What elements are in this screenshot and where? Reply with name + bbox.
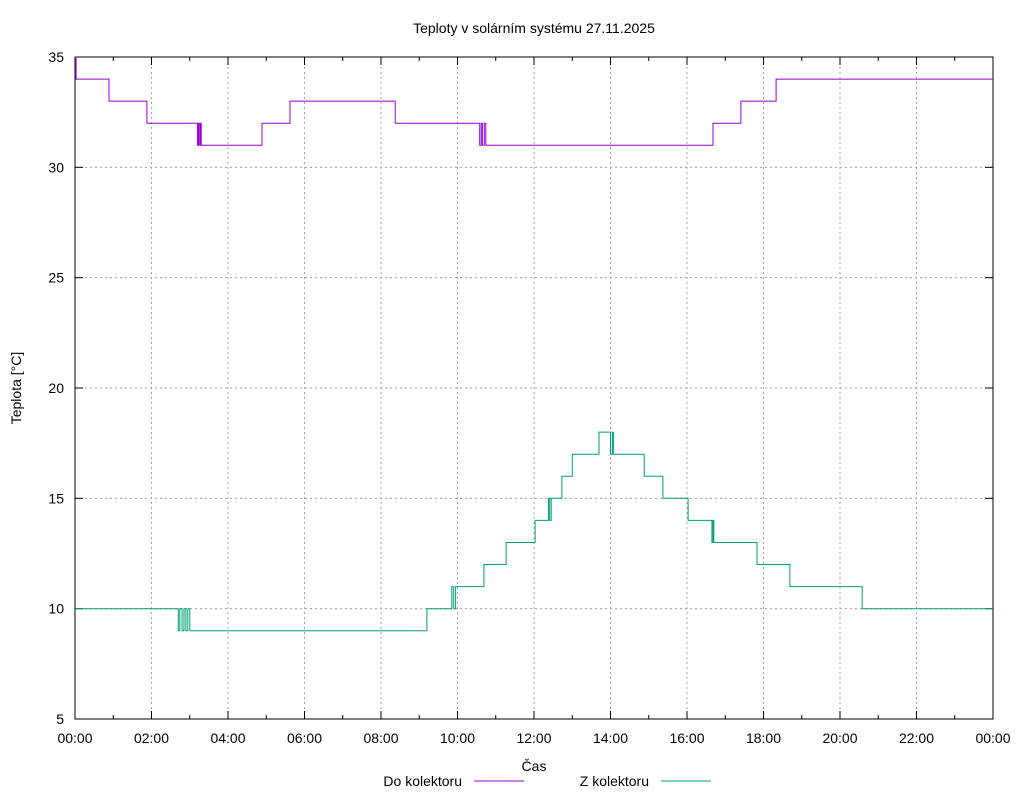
y-tick-label: 10 (48, 601, 64, 617)
x-tick-label: 00:00 (57, 730, 92, 746)
x-axis-label: Čas (522, 758, 547, 774)
y-tick-label: 35 (48, 49, 64, 65)
chart-title: Teploty v solárním systému 27.11.2025 (413, 20, 655, 36)
legend-label-do-kolektoru: Do kolektoru (383, 773, 462, 789)
legend-label-z-kolektoru: Z kolektoru (580, 773, 649, 789)
y-tick-label: 30 (48, 159, 64, 175)
y-tick-label: 25 (48, 270, 64, 286)
x-tick-label: 06:00 (287, 730, 322, 746)
x-tick-label: 10:00 (440, 730, 475, 746)
series-group (75, 56, 993, 632)
x-tick-label: 20:00 (822, 730, 857, 746)
y-tick-label: 15 (48, 490, 64, 506)
x-tick-label: 00:00 (975, 730, 1010, 746)
x-tick-label: 14:00 (593, 730, 628, 746)
series-line-do-kolektoru (75, 56, 993, 146)
y-axis-label: Teplota [°C] (8, 352, 24, 425)
legend: Do kolektoru Z kolektoru (383, 773, 711, 789)
x-tick-label: 16:00 (669, 730, 704, 746)
x-tick-label: 18:00 (746, 730, 781, 746)
x-tick-label: 02:00 (134, 730, 169, 746)
x-tick-label: 04:00 (210, 730, 245, 746)
x-tick-label: 12:00 (516, 730, 551, 746)
x-tick-label: 08:00 (363, 730, 398, 746)
grid (75, 57, 993, 719)
series-line-z-kolektoru (75, 431, 993, 632)
y-tick-label: 20 (48, 380, 64, 396)
ticks: 5 10 15 20 25 30 35 00:00 02:00 04:00 06:00 08:00 10… (48, 49, 1010, 746)
x-tick-label: 22:00 (899, 730, 934, 746)
y-tick-label: 5 (56, 711, 64, 727)
